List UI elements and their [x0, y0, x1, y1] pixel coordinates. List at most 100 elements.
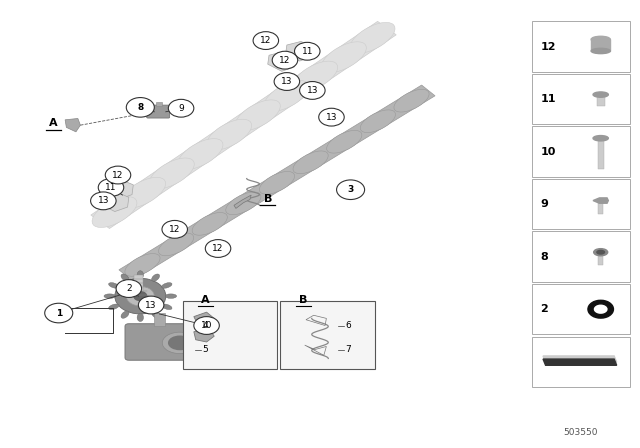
Bar	[598, 138, 604, 169]
Polygon shape	[65, 118, 81, 132]
Text: 13: 13	[281, 77, 292, 86]
FancyBboxPatch shape	[532, 179, 630, 229]
Bar	[598, 252, 604, 265]
Polygon shape	[194, 312, 214, 326]
FancyBboxPatch shape	[147, 105, 170, 118]
Text: 5: 5	[203, 345, 209, 354]
Text: A: A	[201, 295, 210, 305]
Ellipse shape	[125, 254, 160, 276]
Ellipse shape	[165, 294, 177, 298]
Circle shape	[319, 108, 344, 126]
Bar	[134, 275, 143, 296]
Circle shape	[126, 98, 154, 117]
Bar	[597, 95, 605, 106]
Text: 11: 11	[540, 94, 556, 104]
Text: 12: 12	[279, 56, 291, 65]
Ellipse shape	[152, 274, 159, 281]
Text: 9: 9	[178, 104, 184, 113]
FancyBboxPatch shape	[532, 336, 630, 387]
Polygon shape	[119, 85, 435, 280]
Ellipse shape	[169, 336, 191, 349]
Ellipse shape	[137, 271, 143, 279]
Bar	[591, 39, 611, 51]
Text: B: B	[264, 194, 272, 204]
Polygon shape	[268, 52, 296, 71]
Text: 12: 12	[540, 42, 556, 52]
Ellipse shape	[360, 110, 396, 133]
Text: 503550: 503550	[564, 428, 598, 437]
Circle shape	[138, 296, 164, 314]
Ellipse shape	[264, 81, 309, 111]
Polygon shape	[593, 198, 609, 203]
Ellipse shape	[593, 92, 609, 97]
Polygon shape	[194, 329, 214, 342]
Circle shape	[194, 317, 220, 334]
Circle shape	[134, 292, 147, 301]
Text: 10: 10	[540, 146, 556, 157]
Circle shape	[294, 43, 320, 60]
Ellipse shape	[109, 283, 119, 288]
Text: 1: 1	[56, 309, 62, 318]
Ellipse shape	[121, 177, 166, 208]
Polygon shape	[543, 359, 617, 365]
Text: 12: 12	[112, 171, 124, 180]
Text: 8: 8	[540, 252, 548, 262]
Circle shape	[205, 240, 231, 258]
Ellipse shape	[591, 36, 611, 43]
Ellipse shape	[597, 250, 605, 254]
Ellipse shape	[236, 100, 280, 131]
Ellipse shape	[178, 138, 223, 169]
Ellipse shape	[594, 249, 608, 256]
Circle shape	[99, 179, 124, 196]
Text: 4: 4	[203, 321, 209, 330]
Ellipse shape	[92, 197, 137, 228]
Ellipse shape	[192, 212, 227, 235]
Polygon shape	[105, 180, 133, 199]
Ellipse shape	[350, 22, 395, 53]
Ellipse shape	[159, 233, 194, 256]
Bar	[154, 313, 164, 327]
Ellipse shape	[104, 294, 115, 298]
FancyBboxPatch shape	[532, 126, 630, 177]
Circle shape	[253, 32, 278, 49]
Circle shape	[162, 220, 188, 238]
Circle shape	[168, 99, 194, 117]
Ellipse shape	[207, 119, 252, 150]
Ellipse shape	[591, 48, 611, 54]
Ellipse shape	[293, 151, 328, 174]
FancyBboxPatch shape	[280, 301, 375, 369]
Text: 7: 7	[346, 345, 351, 354]
Text: 2: 2	[540, 304, 548, 314]
FancyBboxPatch shape	[532, 232, 630, 282]
Ellipse shape	[226, 192, 261, 215]
FancyBboxPatch shape	[532, 74, 630, 124]
Circle shape	[337, 180, 365, 199]
Bar	[156, 103, 162, 106]
Ellipse shape	[152, 311, 159, 318]
Circle shape	[126, 286, 154, 306]
Polygon shape	[91, 22, 396, 228]
Ellipse shape	[259, 172, 294, 194]
Ellipse shape	[149, 158, 195, 189]
Ellipse shape	[121, 274, 129, 281]
Text: 6: 6	[346, 321, 351, 330]
Text: 10: 10	[201, 321, 212, 330]
Circle shape	[45, 303, 73, 323]
Text: 13: 13	[145, 301, 157, 310]
Text: 2: 2	[126, 284, 132, 293]
Circle shape	[300, 82, 325, 99]
Ellipse shape	[593, 136, 609, 141]
Ellipse shape	[109, 304, 119, 310]
FancyBboxPatch shape	[125, 324, 193, 360]
Ellipse shape	[394, 89, 429, 112]
Text: 13: 13	[97, 196, 109, 205]
Polygon shape	[234, 195, 251, 208]
Circle shape	[115, 278, 166, 314]
Text: 12: 12	[260, 36, 271, 45]
Circle shape	[116, 280, 141, 297]
Bar	[598, 203, 604, 214]
Text: 11: 11	[105, 183, 116, 192]
Text: 13: 13	[307, 86, 318, 95]
Text: A: A	[49, 118, 58, 128]
Text: 13: 13	[326, 112, 337, 122]
